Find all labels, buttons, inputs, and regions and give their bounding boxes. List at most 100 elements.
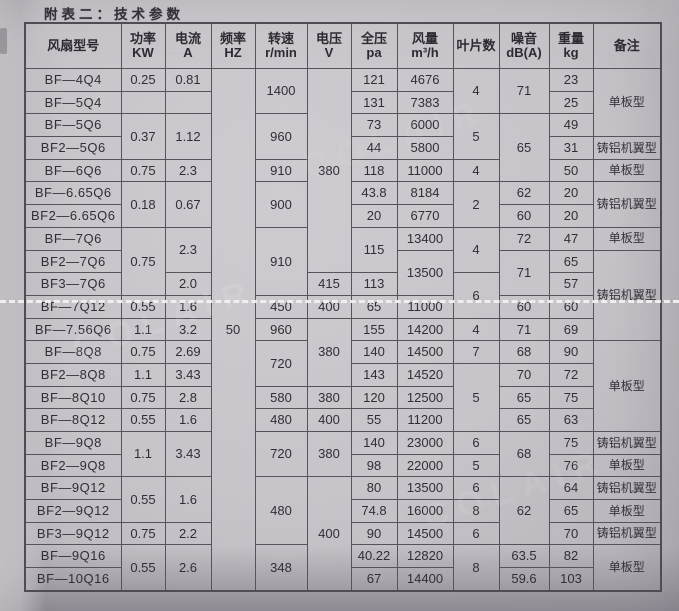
table-cell: 单板型 — [592, 499, 662, 523]
table-cell: 580 — [254, 385, 308, 410]
fan-model-cell: BF—7.56Q6 — [24, 317, 122, 342]
table-cell: 31 — [548, 136, 594, 160]
table-cell: 380 — [306, 385, 352, 410]
fan-model-cell: BF—9Q8 — [24, 431, 122, 455]
table-cell: 415 — [306, 272, 352, 296]
table-cell: 单板型 — [592, 340, 662, 432]
table-cell: 单板型 — [592, 544, 662, 592]
table-cell: 62 — [498, 181, 550, 206]
table-cell: 71 — [498, 67, 550, 115]
table-cell: 13400 — [396, 226, 454, 251]
table-cell: 68 — [498, 340, 550, 364]
table-cell: 900 — [254, 181, 308, 228]
table-cell: 140 — [350, 431, 398, 455]
table-cell: 14520 — [396, 362, 454, 387]
table-cell: 11000 — [396, 158, 454, 183]
table-cell: 0.55 — [120, 544, 166, 592]
table-row: BF—5Q4 131 7383 25 — [24, 90, 661, 115]
table-cell: 3.43 — [164, 362, 212, 387]
fan-model-cell: BF3—7Q6 — [24, 272, 122, 296]
table-cell: 2.3 — [164, 158, 212, 183]
table-cell: 25 — [548, 90, 594, 115]
table-cell: 70 — [498, 362, 550, 387]
column-header: 叶片数 — [452, 22, 500, 69]
table-cell: 6 — [452, 431, 500, 455]
table-cell: 0.18 — [120, 181, 166, 228]
table-cell: 4 — [452, 226, 500, 274]
table-cell: 11000 — [396, 294, 454, 319]
fan-model-cell: BF2—5Q6 — [24, 136, 122, 160]
table-cell: 0.37 — [120, 113, 166, 160]
column-header: 噪音 dB(A) — [498, 22, 550, 69]
fan-model-cell: BF—10Q16 — [24, 567, 122, 592]
table-cell: 103 — [548, 567, 594, 592]
table-cell: 115 — [350, 226, 398, 274]
table-cell: 50 — [548, 158, 594, 183]
table-cell: 8184 — [396, 181, 454, 206]
table-cell: 155 — [350, 317, 398, 342]
table-cell: 118 — [350, 158, 398, 183]
table-cell: 121 — [350, 68, 398, 92]
table-cell: 1400 — [254, 67, 308, 115]
table-cell: 380 — [306, 430, 352, 478]
table-cell: 90 — [350, 521, 398, 546]
table-cell: 14400 — [396, 567, 454, 592]
table-cell: 65 — [548, 499, 594, 523]
table-cell: 5 — [452, 362, 500, 433]
table-cell: 380 — [306, 67, 352, 274]
table-cell: 49 — [548, 113, 594, 138]
table-cell: 43.8 — [350, 181, 398, 206]
table-cell: 0.81 — [164, 68, 212, 92]
table-cell: 480 — [254, 476, 308, 546]
fan-model-cell: BF—6Q6 — [24, 158, 122, 183]
table-cell: 960 — [254, 317, 308, 342]
table-cell: 62 — [498, 476, 550, 546]
table-cell: 4 — [452, 67, 500, 115]
table-row: BF—7Q6 0.75 2.3 910 115 13400 4 72 47 单板型 — [24, 226, 662, 296]
table-cell: 6 — [452, 476, 500, 501]
table-cell: 68 — [498, 430, 550, 478]
table-cell: 0.55 — [120, 408, 166, 432]
table-cell: 1.6 — [164, 408, 212, 432]
table-cell: 67 — [350, 567, 398, 592]
table-cell: 60 — [498, 294, 550, 319]
table-cell: 59.6 — [498, 567, 550, 592]
spec-table: 风扇型号 功率 KW 电流 A 频率 HZ 转速 r/min 电压 V 全压 pa 风量 m³… — [24, 22, 662, 592]
table-cell: 1.1 — [120, 362, 166, 387]
fan-model-cell: BF—9Q12 — [24, 476, 122, 501]
table-cell: 71 — [498, 249, 550, 296]
table-cell: 12820 — [396, 544, 454, 569]
table-cell: 64 — [548, 476, 594, 501]
table-cell: 2 — [452, 181, 500, 228]
table-cell: 20 — [350, 204, 398, 228]
table-cell: 910 — [254, 226, 308, 296]
fan-model-cell: BF—5Q6 — [24, 113, 122, 138]
table-row: BF—6.65Q6 0.18 0.67 900 43.8 8184 2 62 20 铸铝机翼型 — [24, 181, 662, 228]
table-cell: 4676 — [396, 68, 454, 92]
table-cell: 63.5 — [498, 544, 550, 569]
table-cell: 65 — [498, 113, 550, 183]
fan-model-cell: BF—8Q12 — [24, 408, 122, 432]
table-cell: 2.8 — [164, 385, 212, 410]
table-cell: 47 — [548, 226, 594, 251]
table-cell: 71 — [498, 317, 550, 342]
table-cell: 6770 — [396, 204, 454, 228]
table-cell: 铸铝机翼型 — [592, 136, 662, 160]
table-cell: 2.69 — [164, 340, 212, 364]
table-row: BF—8Q10 0.75 2.8 580 380 120 12500 65 75 — [24, 385, 661, 410]
table-cell: 铸铝机翼型 — [592, 476, 662, 501]
table-cell: 0.55 — [120, 476, 166, 523]
table-cell: 143 — [350, 362, 398, 387]
fan-model-cell: BF—8Q10 — [24, 385, 122, 410]
table-cell: 4 — [452, 317, 500, 342]
table-cell: 65 — [350, 294, 398, 319]
table-cell: 73 — [350, 113, 398, 138]
column-header: 频率 HZ — [210, 22, 256, 69]
table-cell: 单板型 — [592, 67, 662, 138]
table-cell: 单板型 — [592, 158, 662, 183]
table-cell: 44 — [350, 136, 398, 160]
table-cell: 74.8 — [350, 499, 398, 523]
column-header: 备注 — [592, 22, 662, 69]
table-cell: 4 — [452, 158, 500, 183]
column-header: 重量 kg — [548, 22, 594, 69]
